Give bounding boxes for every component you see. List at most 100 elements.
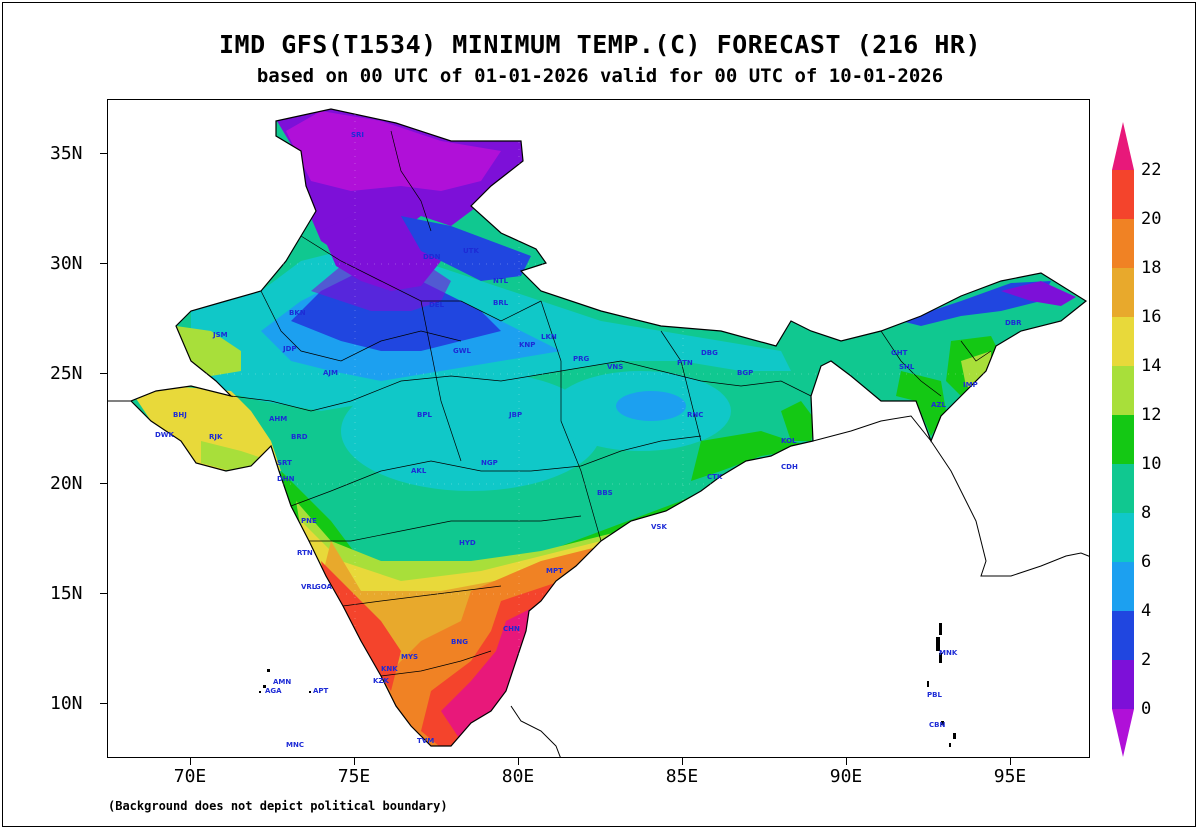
- lon-tick: [354, 758, 355, 765]
- station-label: HYD: [459, 539, 476, 547]
- station-label: TVM: [417, 737, 435, 745]
- station-label: BBS: [597, 489, 613, 497]
- station-label: KZK: [373, 677, 389, 685]
- lat-label-10n: 10N: [50, 693, 83, 714]
- footer-note: (Background does not depict political bo…: [108, 799, 448, 813]
- colorbar-label: 6: [1141, 552, 1152, 572]
- station-label: KNK: [381, 665, 398, 673]
- colorbar-segment: [1112, 464, 1134, 513]
- lat-tick: [100, 483, 107, 484]
- colorbar: [1112, 122, 1134, 757]
- station-label: RJK: [209, 433, 223, 441]
- lon-label-70e: 70E: [173, 766, 207, 787]
- lon-label-85e: 85E: [665, 766, 699, 787]
- station-label: MYS: [401, 653, 419, 661]
- lon-tick: [190, 758, 191, 765]
- lat-tick: [100, 703, 107, 704]
- colorbar-label: 16: [1141, 307, 1162, 327]
- colorbar-segment: [1112, 366, 1134, 415]
- lat-label-15n: 15N: [50, 583, 83, 604]
- station-label: AHM: [269, 415, 288, 423]
- station-label: MPT: [546, 567, 563, 575]
- station-label: RTN: [297, 549, 313, 557]
- station-label: CHN: [503, 625, 520, 633]
- station-label: DDN: [423, 253, 441, 261]
- station-label: PBL: [927, 691, 942, 699]
- lon-tick: [1010, 758, 1011, 765]
- colorbar-segment: [1112, 317, 1134, 366]
- lat-tick: [100, 373, 107, 374]
- colorbar-label: 2: [1141, 650, 1152, 670]
- station-label: UTK: [463, 247, 479, 255]
- lon-tick: [518, 758, 519, 765]
- lat-label-30n: 30N: [50, 253, 83, 274]
- station-label: CDH: [781, 463, 798, 471]
- station-label: RNC: [687, 411, 704, 419]
- station-label: KOL: [781, 437, 797, 445]
- station-label: AGA: [265, 687, 282, 695]
- station-label: BPL: [417, 411, 432, 419]
- colorbar-label: 8: [1141, 503, 1152, 523]
- station-label: DHN: [277, 475, 295, 483]
- lat-label-25n: 25N: [50, 363, 83, 384]
- colorbar-segment: [1112, 219, 1134, 268]
- lon-label-75e: 75E: [337, 766, 371, 787]
- colorbar-label: 12: [1141, 405, 1162, 425]
- station-label: SRT: [277, 459, 292, 467]
- colorbar-label: 20: [1141, 209, 1162, 229]
- station-label: AKL: [411, 467, 427, 475]
- map-title: IMD GFS(T1534) MINIMUM TEMP.(C) FORECAST…: [218, 30, 981, 59]
- colorbar-label: 0: [1141, 699, 1152, 719]
- colorbar-segment: [1112, 660, 1134, 709]
- lat-tick: [100, 593, 107, 594]
- lon-label-80e: 80E: [501, 766, 535, 787]
- map-plot-area: SRI UTK DDN NTL BRL DEL BKN JSM JDP AJM GWL LKN KNP P…: [107, 99, 1090, 758]
- map-subtitle: based on 00 UTC of 01-01-2026 valid for …: [256, 65, 944, 87]
- colorbar-label: 4: [1141, 601, 1152, 621]
- colorbar-top-arrow: [1112, 122, 1134, 170]
- station-label: BRL: [493, 299, 509, 307]
- station-label: IMP: [963, 381, 978, 389]
- colorbar-label: 22: [1141, 160, 1162, 180]
- colorbar-bottom-arrow: [1112, 709, 1134, 757]
- station-label: APT: [313, 687, 329, 695]
- station-label: BHJ: [173, 411, 187, 419]
- colorbar-label: 10: [1141, 454, 1162, 474]
- colorbar-segment: [1112, 513, 1134, 562]
- colorbar-segment: [1112, 170, 1134, 219]
- station-label: NTL: [493, 277, 509, 285]
- station-label: SHL: [899, 363, 915, 371]
- station-label: AZL: [931, 401, 946, 409]
- station-label: VRL: [301, 583, 317, 591]
- colorbar-label: 14: [1141, 356, 1162, 376]
- station-label: GHT: [891, 349, 908, 357]
- station-label: PRG: [573, 355, 590, 363]
- station-label: BKN: [289, 309, 306, 317]
- colorbar-segment: [1112, 268, 1134, 317]
- lat-label-20n: 20N: [50, 473, 83, 494]
- station-label: DEL: [429, 301, 445, 309]
- station-label: DBR: [1005, 319, 1022, 327]
- station-label: DBG: [701, 349, 718, 357]
- temperature-fill: [131, 109, 1086, 746]
- station-label: CBN: [929, 721, 946, 729]
- lon-label-90e: 90E: [829, 766, 863, 787]
- station-label: VSK: [651, 523, 667, 531]
- lon-label-95e: 95E: [993, 766, 1027, 787]
- station-label: BNG: [451, 638, 468, 646]
- station-label: LKN: [541, 333, 557, 341]
- station-label: CTK: [707, 473, 723, 481]
- station-label: JDP: [283, 345, 297, 353]
- station-label: BRD: [291, 433, 308, 441]
- lat-tick: [100, 263, 107, 264]
- station-label: PTN: [677, 359, 693, 367]
- station-label: NGP: [481, 459, 498, 467]
- station-label: GOA: [315, 583, 332, 591]
- india-outline: [129, 108, 1088, 747]
- andaman-nicobar-islands: [259, 623, 956, 747]
- station-label: SRI: [351, 131, 365, 139]
- station-label: MNK: [939, 649, 958, 657]
- state-boundaries: [230, 130, 992, 677]
- colorbar-segment: [1112, 562, 1134, 611]
